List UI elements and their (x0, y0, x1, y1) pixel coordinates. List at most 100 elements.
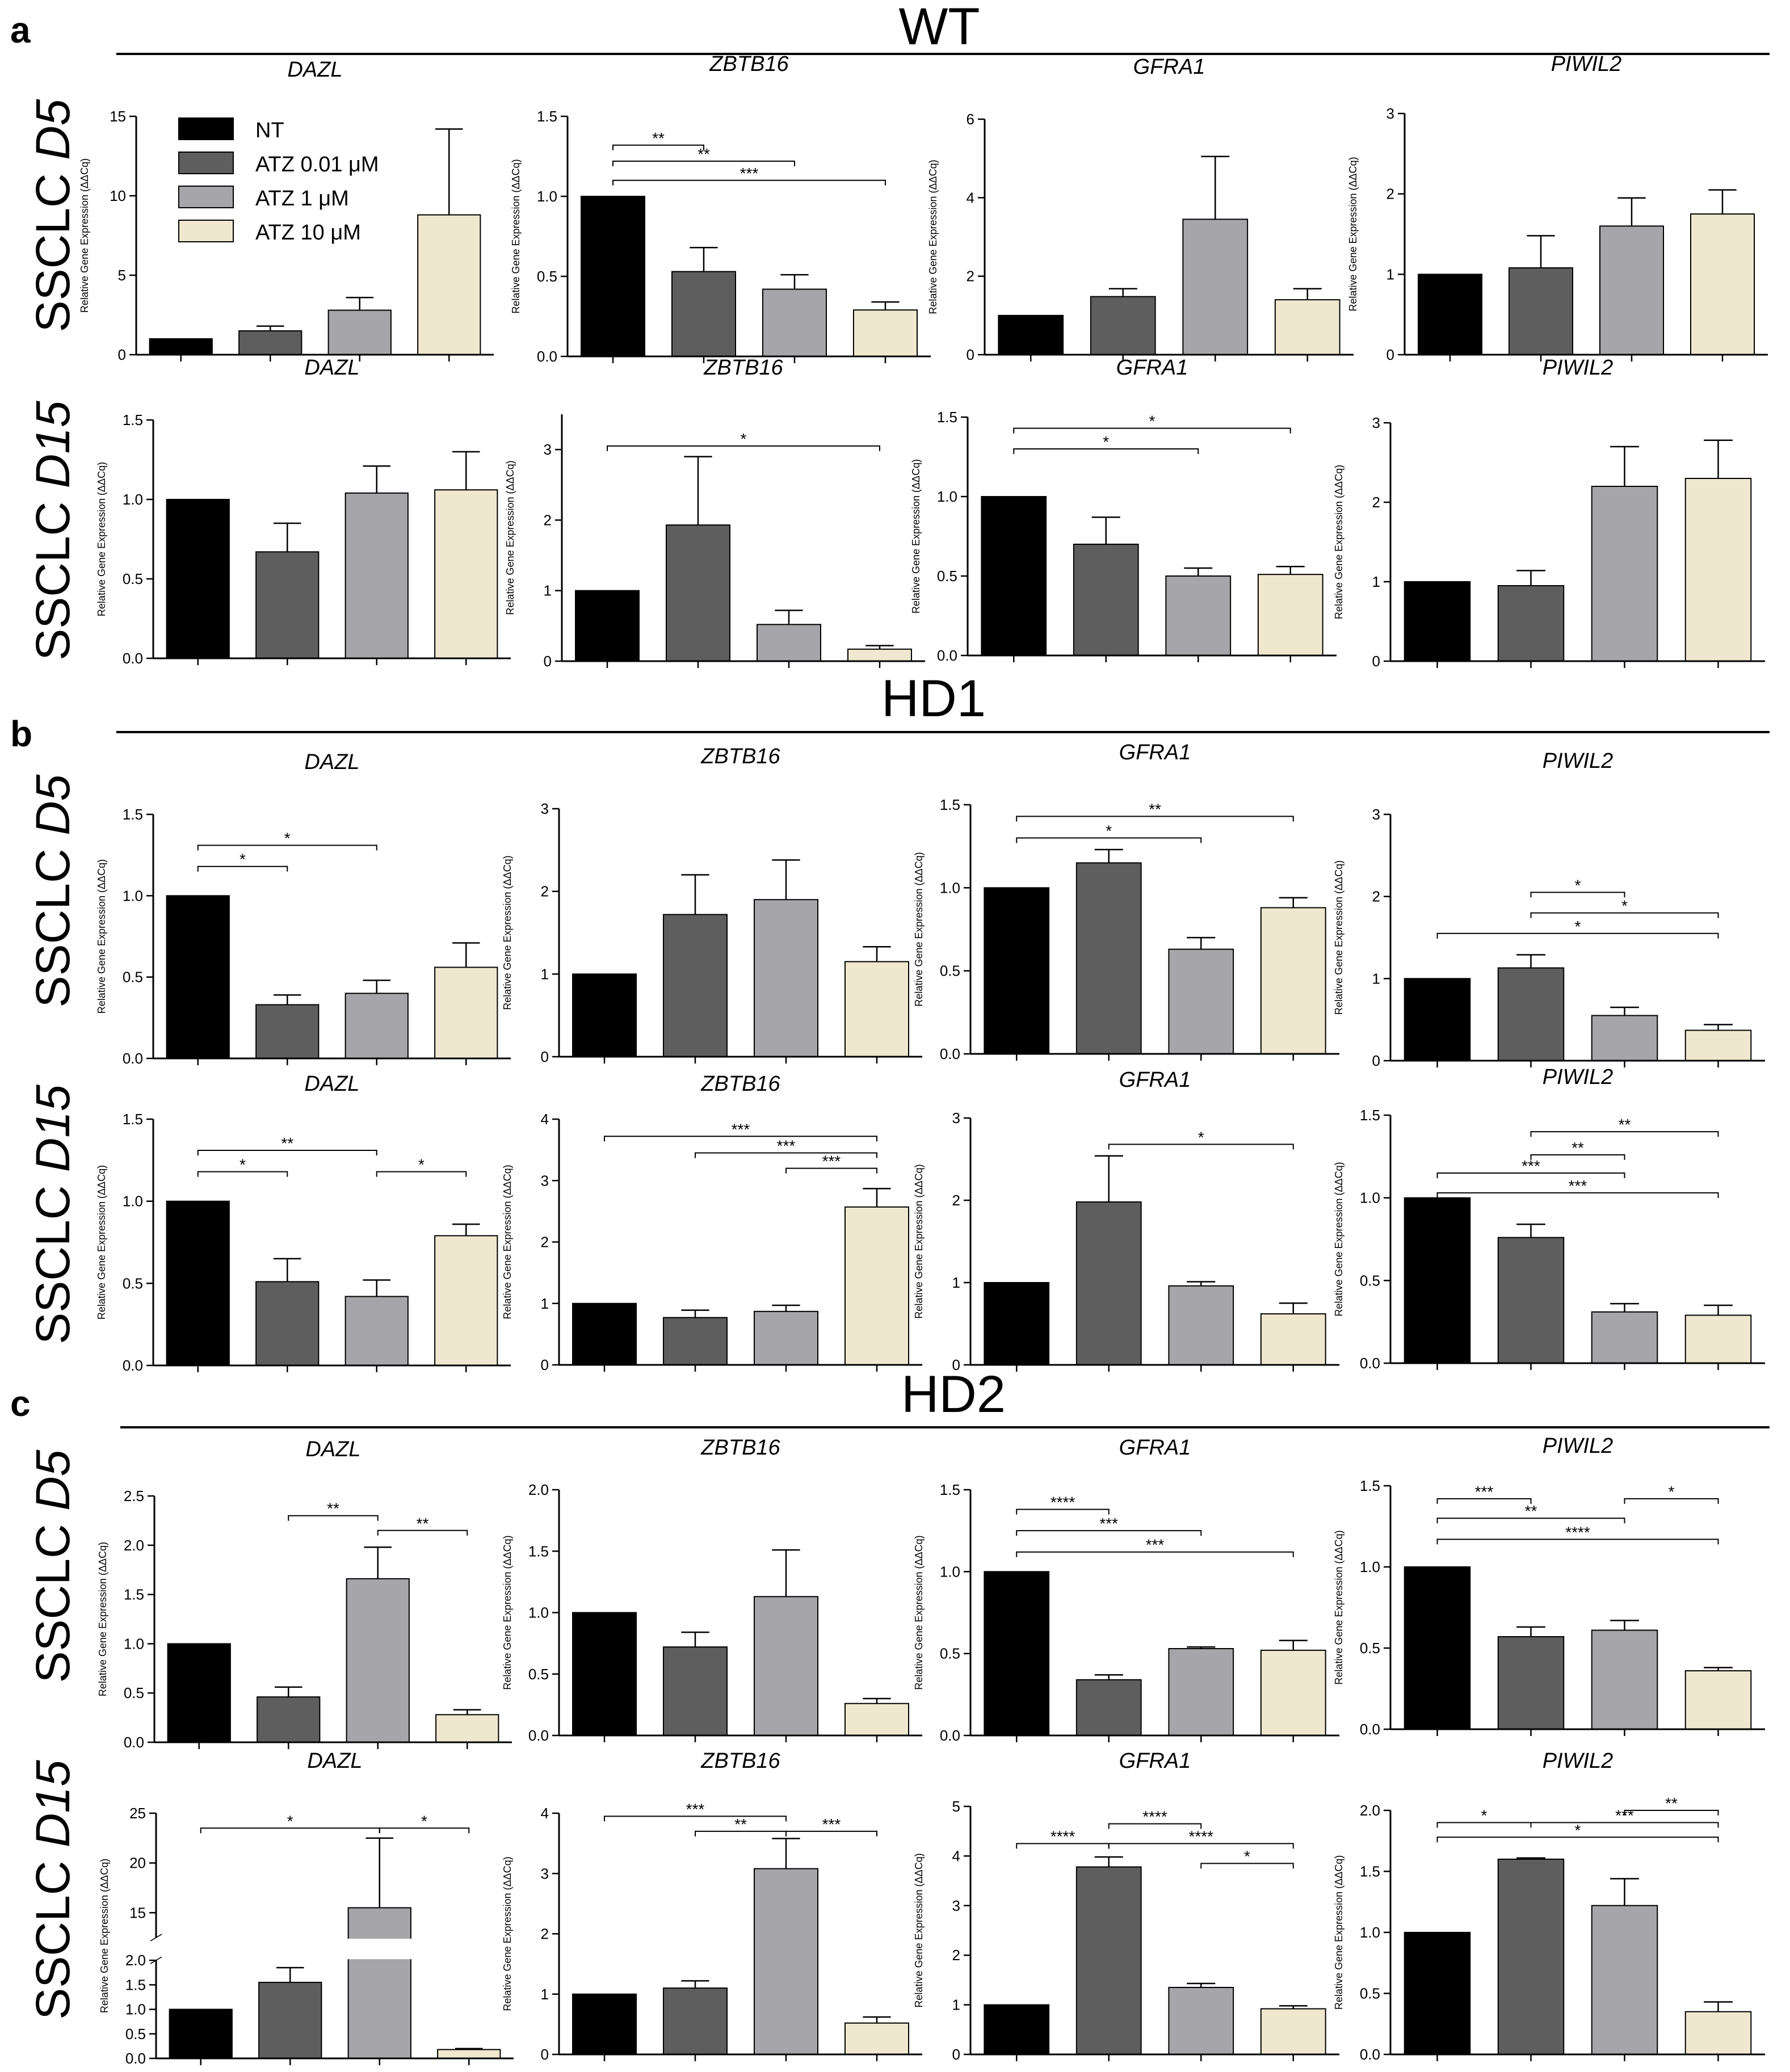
y-tick-label-hd2-d5-piwil2-2: 1.0 (1360, 1558, 1380, 1575)
error-bar-wt-d5-gfra1-atz-10-m (1293, 288, 1322, 300)
bar-wt-d15-piwil2-atz-1-m (1591, 486, 1658, 662)
legend-label-atz-1: ATZ 1 μM (255, 187, 349, 211)
significance-label-hd2-d15-piwil2-0: * (1481, 1807, 1488, 1825)
significance-bracket-hd1-d5-gfra1-1 (1016, 816, 1294, 822)
y-tick-label-hd1-d5-dazl-1: 0.5 (123, 969, 143, 986)
error-bar-hd1-d15-zbtb16-atz-1-m (772, 1304, 800, 1312)
bar-hd1-d5-gfra1-atz-10-m (1260, 907, 1326, 1055)
error-bar-wt-d15-dazl-atz-0-01-m (273, 522, 301, 552)
significance-bracket-hd1-d15-dazl-0 (197, 1171, 288, 1177)
y-tick-label-hd2-d15-dazl-4: 2.0 (125, 1952, 146, 1969)
bar-hd1-d5-zbtb16-atz-10-m (844, 961, 909, 1057)
error-bar-hd2-d5-zbtb16-atz-10-m (863, 1697, 891, 1704)
y-tick-label-hd2-d15-dazl-0: 0.0 (125, 2050, 146, 2067)
significance-label-hd2-d5-dazl-0: ** (327, 1500, 339, 1518)
significance-bracket-hd1-d15-piwil2-3 (1436, 1192, 1719, 1198)
significance-bracket-hd1-d15-zbtb16-0 (785, 1167, 877, 1174)
bar-hd2-d15-gfra1-atz-1-m (1168, 1987, 1234, 2056)
significance-label-hd1-d5-dazl-1: * (284, 829, 291, 847)
chart-hd1-d15-zbtb16: ZBTB16 0 1 2 3 4 Relative Gene Expression (ΔΔC… (502, 1072, 922, 1373)
error-bar-hd1-d5-piwil2-atz-10-m (1704, 1024, 1733, 1031)
y-tick-label-wt-d5-piwil2-1: 1 (1386, 266, 1394, 283)
significance-bracket-hd2-d15-piwil2-2 (1624, 1810, 1719, 1815)
bar-hd2-d5-piwil2-atz-0-01-m (1497, 1636, 1565, 1730)
significance-label-hd2-d5-piwil2-2: ** (1525, 1502, 1537, 1520)
significance-label-hd2-d15-gfra1-1: **** (1142, 1808, 1167, 1826)
y-tick-label-wt-d15-gfra1-3: 1.5 (937, 409, 957, 426)
significance-label-hd2-d15-zbtb16-1: ** (734, 1815, 747, 1833)
significance-label-hd1-d15-dazl-1: ** (281, 1134, 293, 1152)
y-tick-label-hd2-d15-zbtb16-0: 0 (541, 2046, 549, 2063)
significance-bracket-hd2-d5-dazl-0 (288, 1515, 379, 1521)
chart-title-wt-d15-zbtb16: ZBTB16 (703, 356, 783, 380)
significance-label-hd1-d15-piwil2-3: *** (1569, 1177, 1587, 1195)
chart-hd1-d5-zbtb16: ZBTB16 0 1 2 3 Relative Gene Expression (ΔΔCq… (502, 745, 922, 1065)
significance-label-hd1-d15-piwil2-0: ** (1619, 1116, 1631, 1133)
chart-hd2-d15-zbtb16: ZBTB16 0 1 2 3 4 Relative Gene Expression (ΔΔC… (502, 1749, 922, 2063)
y-tick-label-hd2-d5-dazl-3: 1.5 (124, 1586, 144, 1603)
bar-hd2-d15-gfra1-atz-10-m (1260, 2008, 1326, 2056)
bar-wt-d15-dazl-atz-0-01-m (255, 551, 320, 659)
chart-title-hd2-d5-gfra1: GFRA1 (1119, 1436, 1191, 1460)
chart-title-hd2-d15-zbtb16: ZBTB16 (700, 1749, 780, 1773)
y-tick-label-hd2-d5-dazl-4: 2.0 (124, 1537, 144, 1554)
y-tick-label-wt-d15-piwil2-0: 0 (1372, 653, 1380, 670)
significance-label-hd2-d15-piwil2-3: * (1575, 1821, 1581, 1839)
y-tick-label-hd1-d5-dazl-2: 1.0 (123, 887, 143, 904)
legend-label-atz-0-01: ATZ 0.01 μM (255, 153, 379, 176)
significance-label-wt-d5-zbtb16-1: ** (697, 145, 710, 163)
y-tick-label-hd2-d15-dazl-7: 25 (129, 1805, 146, 1822)
significance-bracket-hd2-d5-piwil2-0 (1436, 1498, 1532, 1504)
bar-wt-d15-zbtb16-atz-1-m (757, 624, 821, 662)
chart-title-hd2-d5-zbtb16: ZBTB16 (700, 1436, 780, 1460)
significance-label-hd2-d5-dazl-1: ** (417, 1515, 429, 1532)
y-tick-label-hd2-d15-dazl-6: 20 (129, 1855, 146, 1872)
chart-title-hd1-d5-gfra1: GFRA1 (1119, 741, 1191, 764)
error-bar-wt-d5-dazl-atz-0-01-m (256, 325, 284, 331)
y-tick-label-wt-d5-dazl-0: 0 (118, 346, 126, 363)
significance-label-hd2-d5-gfra1-2: *** (1146, 1536, 1165, 1554)
significance-label-wt-d15-gfra1-1: * (1149, 413, 1155, 430)
bar-wt-d15-gfra1-atz-0-01-m (1073, 544, 1139, 656)
y-tick-label-hd1-d5-piwil2-3: 3 (1372, 806, 1380, 823)
chart-hd2-d15-gfra1: GFRA1 0 1 2 3 4 5 Relative Gene Expression (ΔΔC… (913, 1749, 1339, 2063)
y-tick-label-hd2-d5-zbtb16-4: 2.0 (528, 1481, 549, 1498)
significance-label-hd1-d5-piwil2-1: * (1621, 897, 1628, 915)
y-tick-label-hd1-d5-gfra1-2: 1.0 (940, 879, 960, 896)
y-axis-label-hd1-d5-piwil2: Relative Gene Expression (ΔΔCq) (1333, 860, 1344, 1015)
chart-title-wt-d5-zbtb16: ZBTB16 (709, 52, 789, 76)
significance-label-hd2-d15-gfra1-3: * (1244, 1848, 1250, 1865)
y-tick-label-wt-d5-zbtb16-0: 0.0 (537, 348, 557, 365)
bar-hd1-d15-dazl-atz-1-m (344, 1296, 409, 1366)
error-bar-hd2-d15-zbtb16-atz-10-m (863, 2016, 891, 2023)
chart-title-wt-d5-gfra1: GFRA1 (1133, 55, 1205, 79)
legend-swatch-atz-0-01 (178, 152, 234, 174)
chart-title-hd2-d15-gfra1: GFRA1 (1119, 1749, 1191, 1773)
significance-label-hd2-d15-gfra1-0: **** (1051, 1828, 1075, 1846)
significance-label-hd1-d15-zbtb16-0: *** (822, 1153, 841, 1170)
error-bar-wt-d5-gfra1-atz-1-m (1201, 155, 1230, 220)
error-bar-wt-d5-piwil2-atz-1-m (1617, 197, 1646, 226)
error-bar-hd2-d5-piwil2-atz-10-m (1704, 1667, 1733, 1671)
bar-hd2-d5-gfra1-atz-1-m (1168, 1648, 1234, 1736)
error-bar-hd1-d5-piwil2-atz-0-01-m (1516, 954, 1545, 968)
significance-bracket-hd2-d5-piwil2-1 (1624, 1498, 1719, 1504)
y-axis-label-wt-d15-zbtb16: Relative Gene Expression (ΔΔCq) (505, 460, 516, 615)
bar-hd1-d5-zbtb16-atz-1-m (754, 899, 818, 1057)
bar-hd1-d5-dazl-atz-10-m (434, 966, 498, 1060)
chart-title-wt-d5-piwil2: PIWIL2 (1551, 52, 1622, 76)
bar-hd2-d15-dazl-atz-1-m (347, 1907, 411, 2060)
y-axis-label-hd2-d15-gfra1: Relative Gene Expression (ΔΔCq) (913, 1853, 925, 2007)
error-bar-hd1-d15-dazl-atz-1-m (363, 1279, 391, 1297)
bar-wt-d15-gfra1-atz-10-m (1257, 574, 1323, 657)
bar-hd1-d15-gfra1-nt (984, 1282, 1050, 1365)
section-title-hd2: HD2 (901, 1365, 1006, 1423)
chart-wt-d5-zbtb16: ZBTB16 0.0 0.5 1.0 1.5 Relative Gene Expressi… (510, 52, 931, 365)
bar-hd1-d15-zbtb16-atz-10-m (844, 1206, 909, 1366)
row-label-hd2-d5: SSCLC D5 (26, 1449, 79, 1683)
error-bar-wt-d15-dazl-atz-1-m (363, 465, 391, 493)
bar-hd1-d15-dazl-atz-0-01-m (255, 1281, 320, 1366)
chart-wt-d15-zbtb16: ZBTB16 0 1 2 3 Relative Gene Expression (ΔΔCq… (505, 356, 925, 670)
chart-hd1-d15-gfra1: GFRA1 0 1 2 3 Relative Gene Expression (ΔΔCq)… (913, 1068, 1339, 1373)
bar-hd2-d5-dazl-atz-0-01-m (257, 1696, 321, 1743)
